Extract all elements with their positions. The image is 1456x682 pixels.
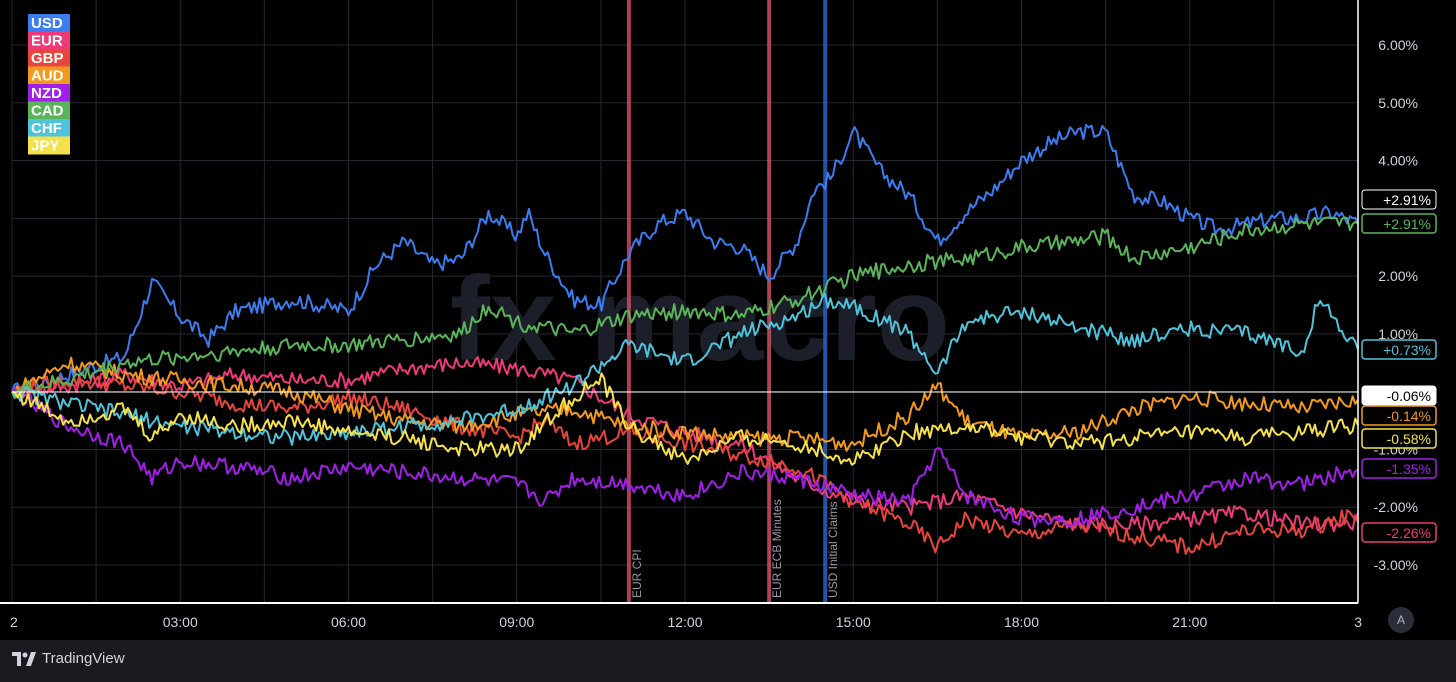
svg-text:NZD: NZD [31,85,62,102]
svg-text:-0.06%: -0.06% [1387,388,1431,404]
auto-scale-button[interactable]: A [1388,607,1414,633]
y-tick-label: 4.00% [1378,153,1418,169]
last-value-badge: -2.26% [1361,522,1437,543]
series-line-eur [11,356,1359,534]
svg-text:USD: USD [31,15,63,32]
brand-name: TradingView [42,650,125,667]
series-line-gbp [11,374,1359,555]
last-value-badge: -0.58% [1361,428,1437,449]
event-label: USD Initial Claims [826,501,840,598]
last-value-labels: -0.06% +2.91% +2.91% +0.73% -0.14% -0.58% -1.3… [1361,189,1437,543]
tradingview-brand[interactable]: TradingView [12,650,125,667]
y-tick-label: -3.00% [1374,557,1418,573]
series-line-usd [11,123,1359,398]
svg-text:-2.26%: -2.26% [1387,525,1431,541]
series-line-jpy [11,372,1359,466]
x-tick-label: 18:00 [1004,614,1039,630]
x-tick-label: 3 [1354,614,1362,630]
legend-item-usd: USD [28,14,70,32]
y-tick-label: 1.00% [1378,326,1418,342]
legend-item-gbp: GBP [28,49,70,67]
x-tick-label: 12:00 [667,614,702,630]
event-line [823,0,828,603]
y-tick-label: -2.00% [1374,499,1418,515]
series-lines [11,123,1359,555]
x-tick-label: 15:00 [836,614,871,630]
legend-item-jpy: JPY [28,136,70,155]
series-line-nzd [11,386,1359,528]
chart-canvas[interactable]: fx macro EUR CPI EUR ECB Minutes USD Initi… [0,0,1456,640]
svg-text:+2.91%: +2.91% [1383,192,1431,208]
svg-text:AUD: AUD [31,68,64,85]
last-value-badge: -0.14% [1361,405,1437,426]
event-line [626,0,631,603]
x-tick-label: 03:00 [163,614,198,630]
svg-text:-1.35%: -1.35% [1387,461,1431,477]
x-axis-ticks: 2 03:00 06:00 09:00 12:00 15:00 18:00 21:00 3 [10,614,1362,630]
footer-bar: TradingView [0,640,1456,682]
event-line [767,0,772,603]
y-tick-label: 5.00% [1378,95,1418,111]
svg-text:-0.14%: -0.14% [1387,408,1431,424]
y-axis-ticks: 6.00%5.00%4.00%2.00%1.00%-1.00%-2.00%-3.… [1374,37,1418,573]
legend-item-eur: EUR [28,31,70,50]
last-value-badge: -0.06% [1361,385,1437,406]
svg-text:-0.58%: -0.58% [1387,431,1431,447]
x-tick-label: 09:00 [499,614,534,630]
event-label: EUR ECB Minutes [770,499,784,598]
svg-text:GBP: GBP [31,50,64,67]
x-tick-label: 2 [10,614,18,630]
last-value-badge: +2.91% [1361,189,1437,210]
x-tick-label: 06:00 [331,614,366,630]
series-line-aud [11,356,1359,452]
legend-item-chf: CHF [28,119,70,137]
last-value-badge: -1.35% [1361,458,1437,479]
legend-item-cad: CAD [28,101,70,120]
y-tick-label: 6.00% [1378,37,1418,53]
tradingview-logo-icon [12,651,36,666]
last-value-badge: +0.73% [1361,339,1437,360]
legend-item-nzd: NZD [28,84,70,102]
last-value-badge: +2.91% [1361,213,1437,234]
svg-text:CHF: CHF [31,120,62,137]
x-tick-label: 21:00 [1172,614,1207,630]
svg-text:EUR: EUR [31,33,63,50]
svg-text:JPY: JPY [31,138,59,155]
series-line-chf [11,292,1359,446]
event-markers: EUR CPI EUR ECB Minutes USD Initial Claims [626,0,840,603]
y-tick-label: 2.00% [1378,268,1418,284]
svg-text:+0.73%: +0.73% [1383,342,1431,358]
event-label: EUR CPI [630,549,644,598]
legend-item-aud: AUD [28,66,70,85]
svg-text:+2.91%: +2.91% [1383,216,1431,232]
svg-text:CAD: CAD [31,103,64,120]
series-line-cad [11,216,1359,400]
